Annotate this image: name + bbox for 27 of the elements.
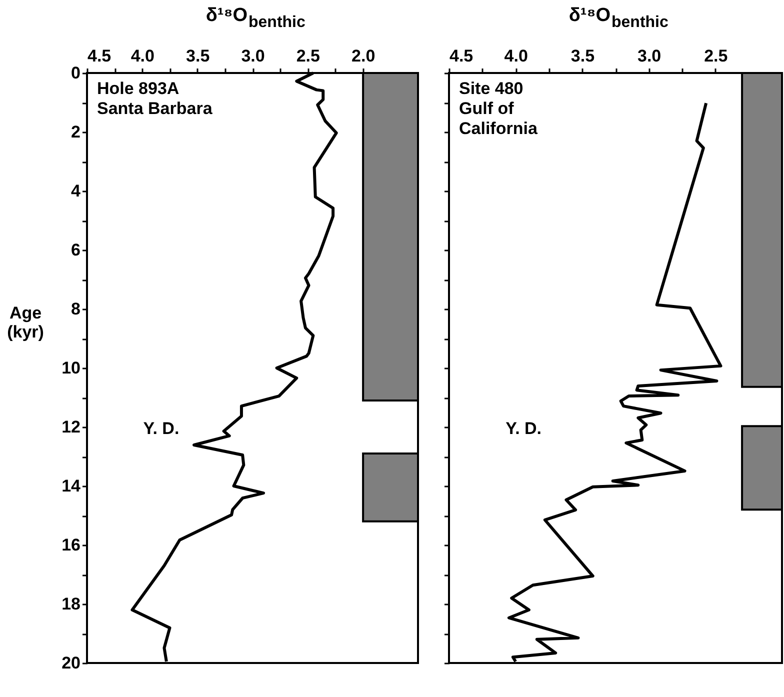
annotation: Y. D. [506, 419, 542, 438]
y-tick-label: 8 [71, 300, 80, 318]
y-tick-label: 16 [62, 536, 80, 554]
x-tick-label: 4.0 [504, 46, 528, 66]
y-tick-label: 6 [71, 240, 80, 260]
y-tick-label: 4 [71, 182, 82, 200]
x-tick-label: 2.0 [352, 46, 376, 66]
y-tick-label: 2 [71, 122, 80, 142]
y-tick-label: 14 [62, 476, 82, 496]
y-axis-title: Age (kyr) [7, 304, 44, 342]
annotation: Hole 893A Santa Barbara [97, 79, 213, 118]
x-tick-label: 4.0 [130, 46, 154, 66]
x-tick-label: 3.5 [570, 46, 595, 66]
x-tick-label: 4.5 [88, 46, 112, 66]
x-tick-label: 2.5 [704, 46, 728, 66]
y-tick-label: 10 [62, 358, 80, 378]
annotation: Y. D. [143, 419, 180, 438]
x-tick-label: 2.5 [296, 46, 320, 66]
y-tick-label: 18 [62, 594, 80, 614]
y-tick-label: 20 [62, 654, 80, 672]
y-tick-label: 12 [62, 418, 80, 436]
y-tick-label: 0 [71, 64, 80, 82]
annotation: Site 480 Gulf of California [459, 79, 538, 138]
x-tick-label: 3.5 [186, 46, 210, 66]
x-tick-label: 3.0 [637, 46, 662, 66]
x-tick-label: 3.0 [241, 46, 265, 66]
x-tick-label: 4.5 [450, 46, 474, 66]
